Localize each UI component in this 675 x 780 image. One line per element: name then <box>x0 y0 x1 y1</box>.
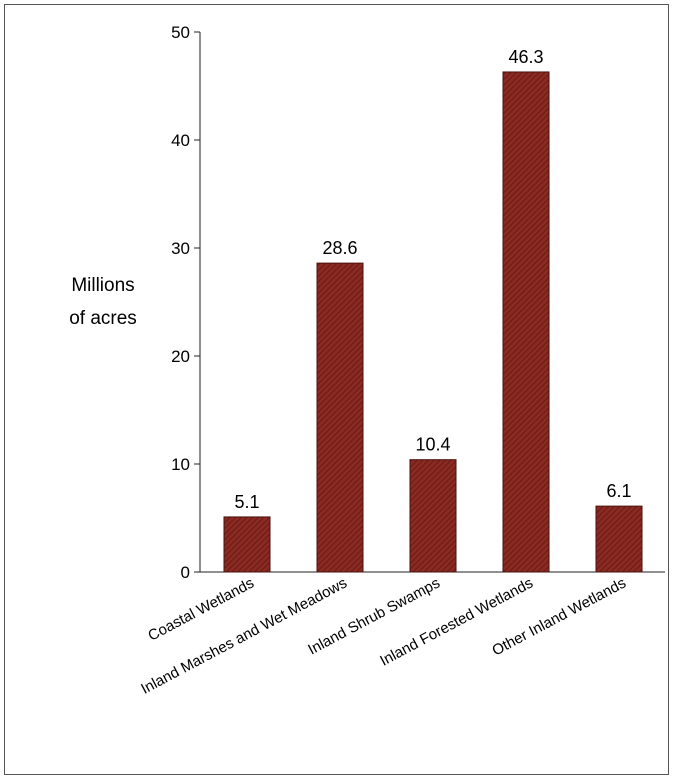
bar-value-label: 5.1 <box>234 492 259 512</box>
y-tick-label: 0 <box>181 563 190 582</box>
bar-value-label: 28.6 <box>322 238 357 258</box>
bar <box>223 516 271 573</box>
bar-value-label: 10.4 <box>415 435 450 455</box>
bar <box>409 459 457 573</box>
y-tick-label: 20 <box>171 347 190 366</box>
bar <box>502 71 550 573</box>
y-tick-label: 30 <box>171 239 190 258</box>
bar-value-label: 6.1 <box>606 481 631 501</box>
y-axis-label: Millions of acres <box>69 275 137 329</box>
y-axis-label-line-2: of acres <box>69 308 137 329</box>
bar <box>316 262 364 573</box>
bar-value-label: 46.3 <box>508 47 543 67</box>
y-ticks: 0 10 20 30 40 50 <box>171 23 200 582</box>
data-labels: 5.1 28.6 10.4 46.3 6.1 <box>234 47 631 512</box>
x-category-label: Inland Forested Wetlands <box>377 575 536 670</box>
bars <box>223 71 643 573</box>
y-tick-label: 10 <box>171 455 190 474</box>
y-tick-label: 50 <box>171 23 190 42</box>
bar <box>595 505 643 573</box>
y-tick-label: 40 <box>171 131 190 150</box>
y-axis-label-line-1: Millions <box>71 275 134 296</box>
